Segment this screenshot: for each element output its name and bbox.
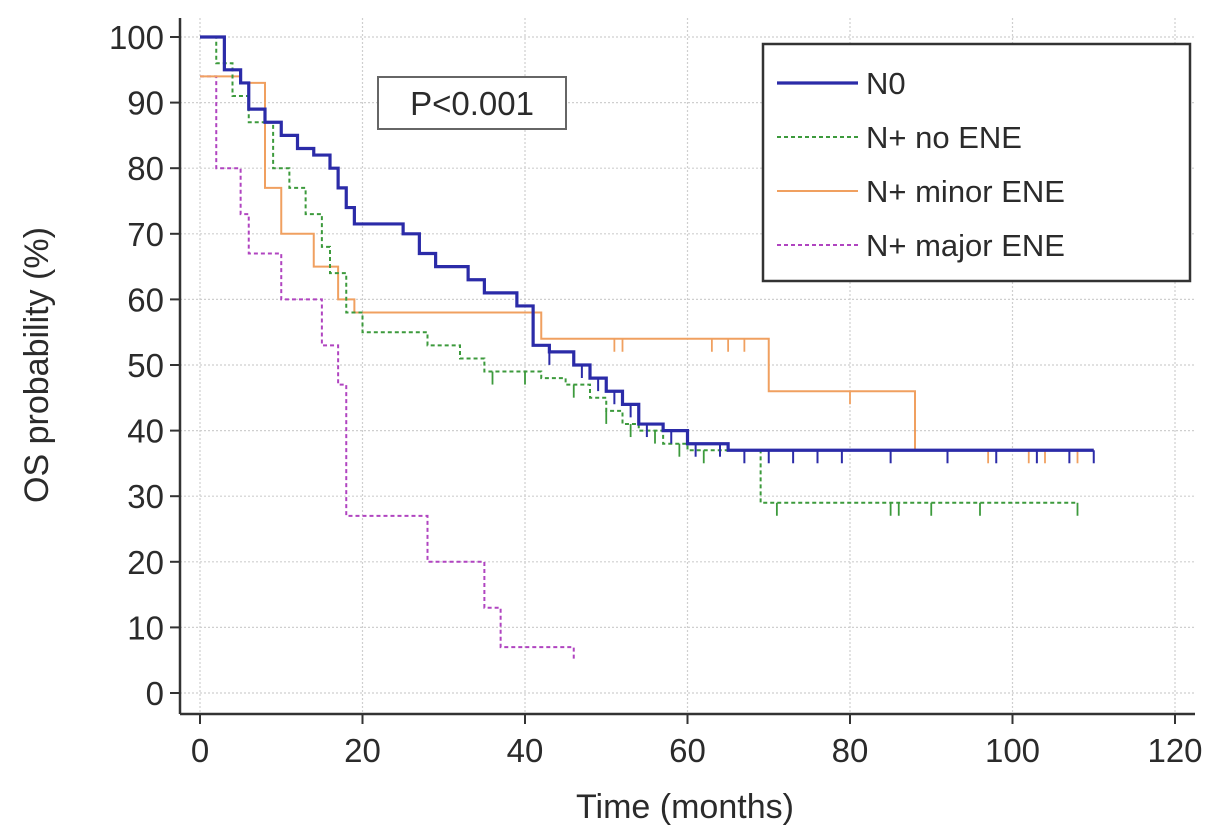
- y-tick-label: 70: [127, 216, 164, 253]
- legend-label-4: N+ major ENE: [866, 228, 1065, 263]
- y-axis-title: OS probability (%): [18, 227, 56, 503]
- y-tick-label: 40: [127, 413, 164, 450]
- x-tick-label: 0: [191, 732, 209, 769]
- p-value-box: P<0.001: [377, 76, 567, 130]
- x-tick-label: 100: [985, 732, 1040, 769]
- legend-label-2: N+ no ENE: [866, 120, 1022, 155]
- x-tick-label: 20: [344, 732, 381, 769]
- x-tick-label: 60: [669, 732, 706, 769]
- x-tick-label: 120: [1147, 732, 1202, 769]
- legend-items: N0 N+ no ENE N+ minor ENE N+ major ENE: [777, 66, 1065, 263]
- y-tick-label: 0: [146, 675, 164, 712]
- series-line-2: [200, 36, 1078, 504]
- y-tick-label: 80: [127, 150, 164, 187]
- series-line-3: [200, 75, 1094, 452]
- y-tick-label: 60: [127, 281, 164, 318]
- y-tick-label: 10: [127, 609, 164, 646]
- x-tick-label: 40: [507, 732, 544, 769]
- y-tick-label: 50: [127, 347, 164, 384]
- y-tick-label: 30: [127, 478, 164, 515]
- series-line-1: [200, 35, 1094, 452]
- legend-label-1: N0: [866, 66, 906, 101]
- legend-label-3: N+ minor ENE: [866, 174, 1065, 209]
- y-tick-label: 90: [127, 85, 164, 122]
- y-tick-label: 100: [109, 19, 164, 56]
- p-value-text: P<0.001: [410, 85, 534, 122]
- x-axis-title: Time (months): [576, 788, 794, 826]
- x-tick-label: 80: [832, 732, 869, 769]
- legend: N0 N+ no ENE N+ minor ENE N+ major ENE: [761, 42, 1192, 283]
- y-tick-label: 20: [127, 544, 164, 581]
- axis-ticks: 0 20 40 60 80 100 120 0 10 20 30 40 50 60 70 80 90 100: [109, 19, 1203, 769]
- series-line-4: [200, 75, 575, 661]
- legend-frame: [761, 42, 1192, 283]
- survival-curves: [200, 35, 1095, 661]
- p-value-frame: [377, 76, 567, 130]
